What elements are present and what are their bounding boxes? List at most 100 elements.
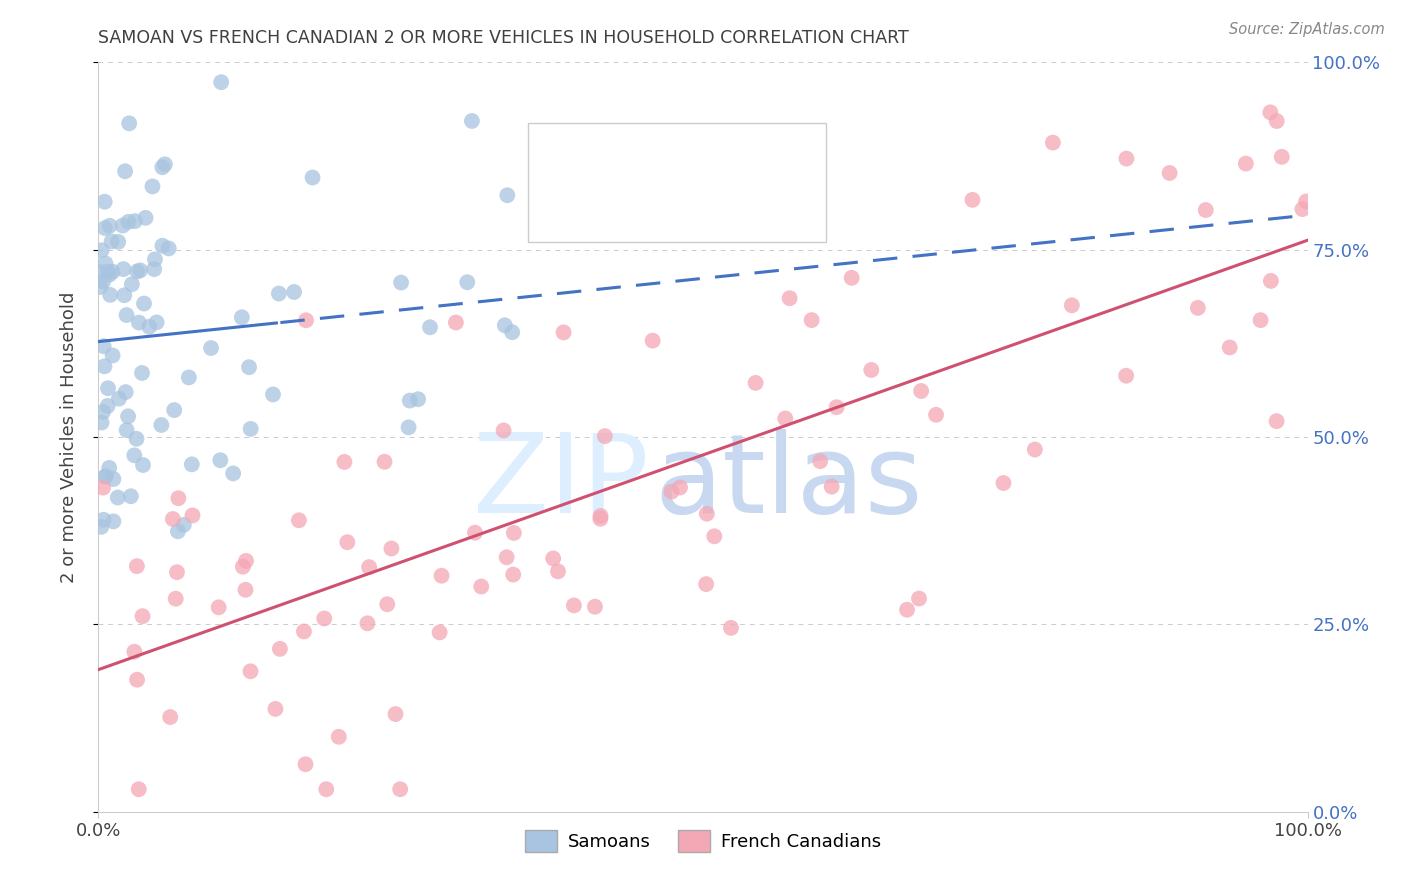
Point	[1159, 166, 1181, 180]
Point	[93, 339, 115, 353]
Point	[200, 341, 222, 355]
Point	[235, 554, 257, 568]
Point	[301, 170, 323, 185]
Point	[125, 432, 148, 446]
Point	[375, 597, 398, 611]
Point	[150, 417, 173, 432]
Point	[101, 265, 124, 279]
Point	[118, 116, 141, 130]
Point	[1234, 156, 1257, 170]
Point	[165, 591, 187, 606]
Point	[135, 211, 157, 225]
Point	[336, 535, 359, 549]
Point	[264, 702, 287, 716]
Point	[97, 264, 120, 278]
Point	[222, 467, 245, 481]
Point	[124, 214, 146, 228]
Point	[962, 193, 984, 207]
Point	[429, 625, 451, 640]
Point	[98, 219, 121, 233]
Point	[90, 416, 112, 430]
Point	[97, 381, 120, 395]
Point	[167, 491, 190, 506]
Point	[128, 316, 150, 330]
Point	[91, 405, 114, 419]
Point	[159, 710, 181, 724]
Point	[589, 512, 612, 526]
Point	[444, 316, 467, 330]
Point	[1258, 105, 1281, 120]
Point	[209, 75, 232, 89]
Point	[124, 645, 146, 659]
Point	[896, 603, 918, 617]
Point	[1024, 442, 1046, 457]
Point	[583, 599, 606, 614]
Point	[93, 513, 115, 527]
Point	[492, 424, 515, 438]
Point	[1195, 202, 1218, 217]
Point	[547, 565, 569, 579]
Point	[93, 359, 115, 374]
Point	[98, 268, 121, 282]
Point	[112, 288, 135, 302]
Point	[841, 270, 863, 285]
Point	[860, 363, 883, 377]
Point	[315, 782, 337, 797]
Point	[173, 517, 195, 532]
Point	[209, 453, 232, 467]
Point	[541, 551, 564, 566]
Point	[283, 285, 305, 299]
Point	[239, 422, 262, 436]
Point	[292, 624, 315, 639]
Point	[641, 334, 664, 348]
Point	[108, 392, 131, 406]
Point	[101, 348, 124, 362]
Point	[373, 455, 395, 469]
Point	[1265, 114, 1288, 128]
Point	[231, 310, 253, 325]
Point	[111, 219, 134, 233]
Point	[1042, 136, 1064, 150]
Point	[167, 524, 190, 539]
Point	[94, 256, 117, 270]
Point	[1291, 202, 1313, 216]
Point	[125, 559, 148, 574]
Point	[267, 286, 290, 301]
Point	[107, 235, 129, 249]
Text: atlas: atlas	[655, 428, 924, 535]
Point	[269, 641, 291, 656]
Point	[1115, 368, 1137, 383]
Point	[138, 319, 160, 334]
Point	[94, 469, 117, 483]
Point	[121, 277, 143, 292]
Point	[333, 455, 356, 469]
Point	[91, 481, 114, 495]
Point	[143, 252, 166, 267]
Point	[114, 164, 136, 178]
Point	[132, 458, 155, 472]
Point	[239, 665, 262, 679]
Point	[232, 559, 254, 574]
Point	[115, 308, 138, 322]
Point	[208, 600, 231, 615]
Point	[800, 313, 823, 327]
Point	[100, 235, 122, 249]
Point	[117, 409, 139, 424]
Text: Source: ZipAtlas.com: Source: ZipAtlas.com	[1229, 22, 1385, 37]
Point	[89, 280, 111, 294]
Point	[145, 315, 167, 329]
Point	[775, 411, 797, 425]
Point	[120, 489, 142, 503]
Point	[163, 403, 186, 417]
Point	[1265, 414, 1288, 428]
Point	[91, 275, 114, 289]
Point	[141, 179, 163, 194]
Point	[910, 384, 932, 398]
Text: ZIP: ZIP	[472, 428, 648, 535]
Point	[124, 448, 146, 462]
Point	[127, 264, 149, 278]
Point	[496, 188, 519, 202]
Point	[115, 423, 138, 437]
Point	[389, 276, 412, 290]
Point	[696, 507, 718, 521]
